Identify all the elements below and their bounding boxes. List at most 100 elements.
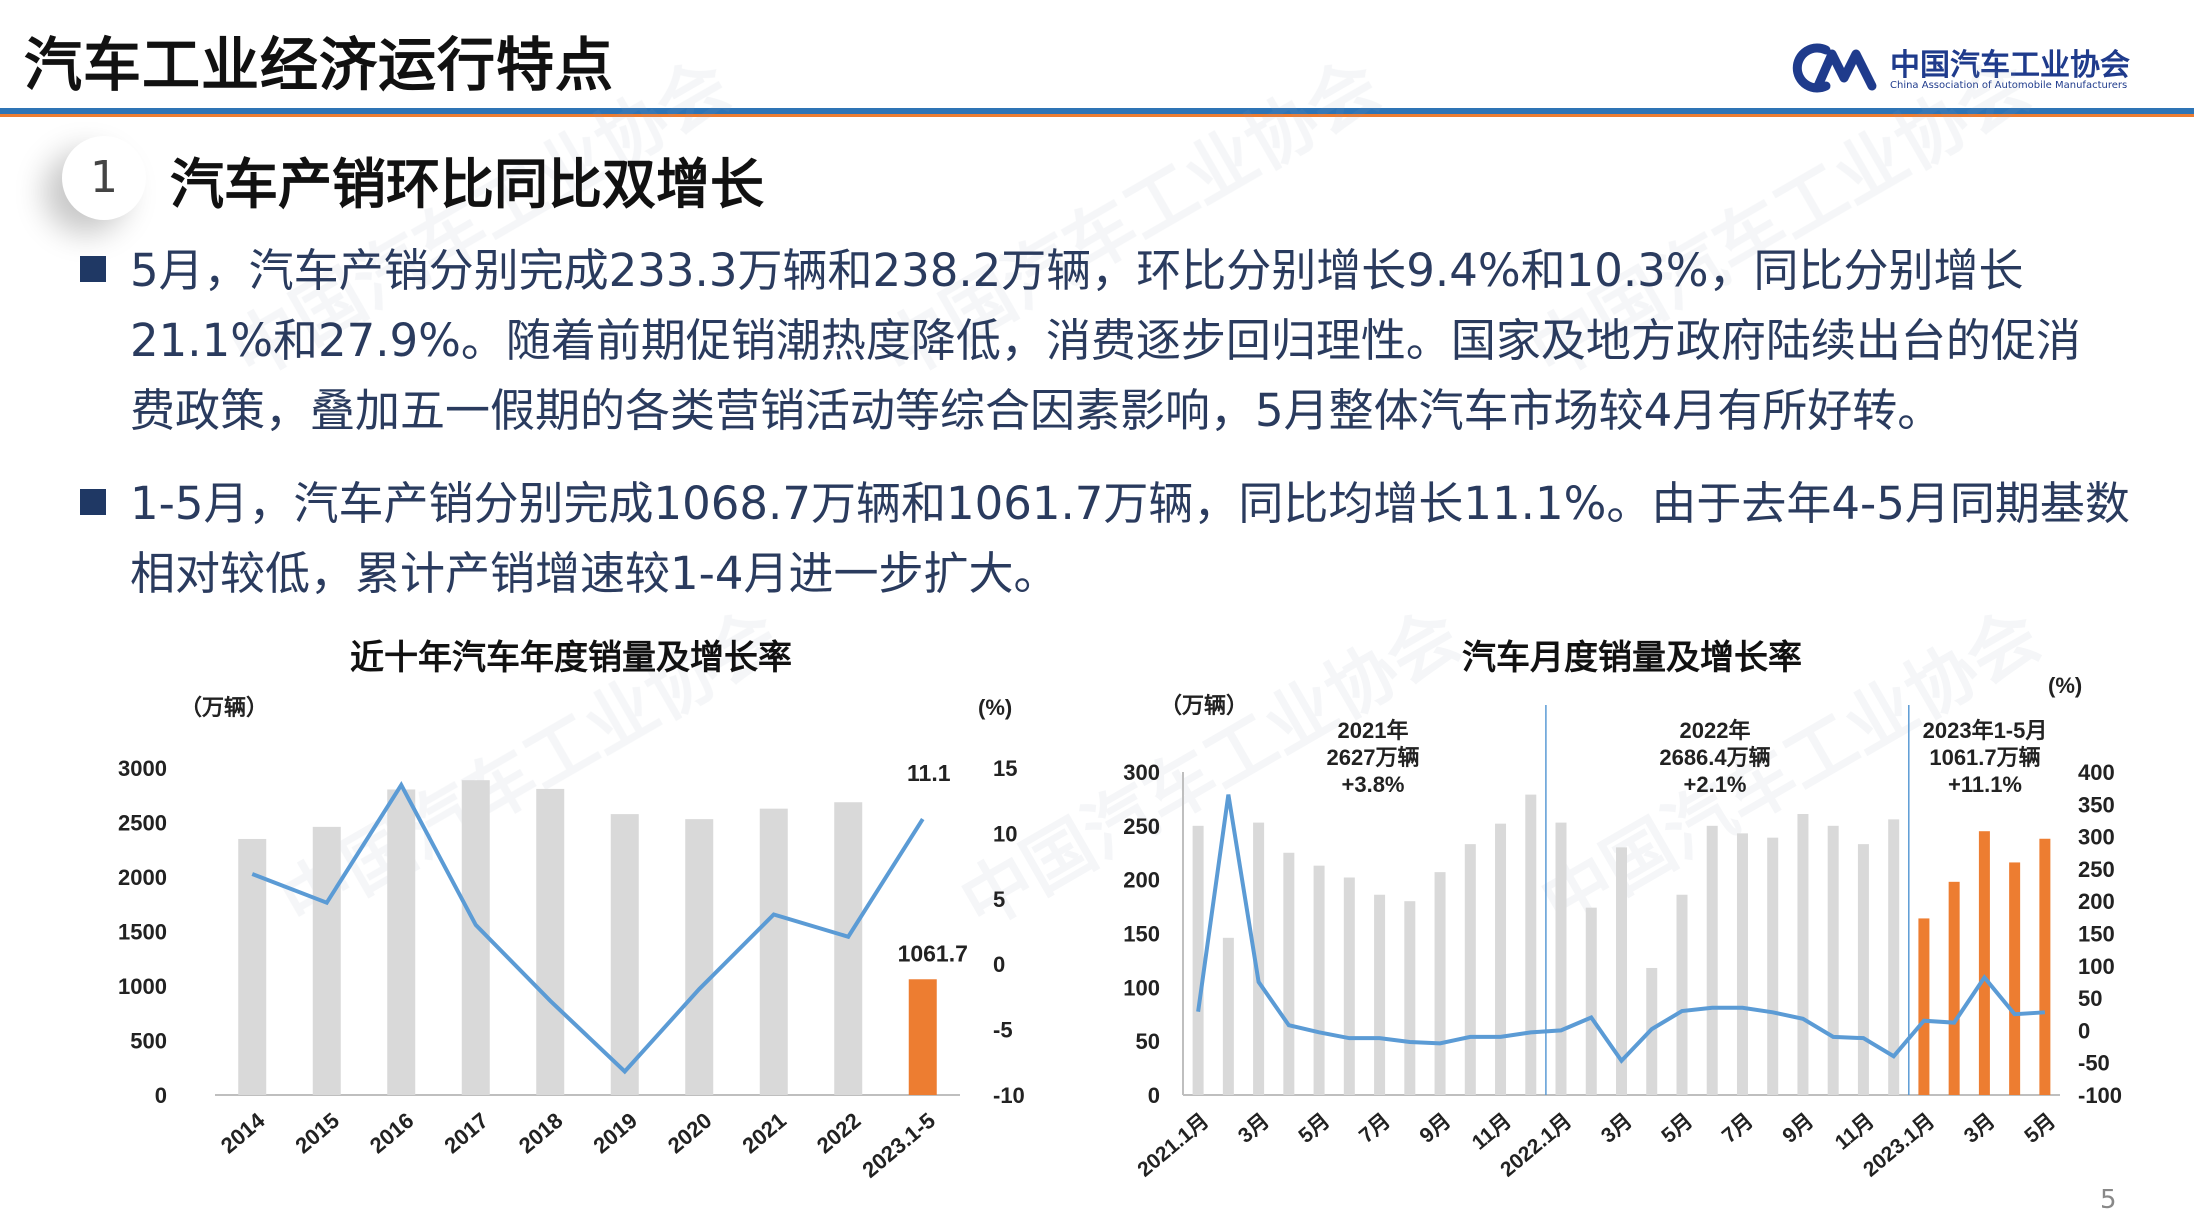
x-tick-label: 2014	[216, 1107, 270, 1158]
y-tick-label-left: 2500	[118, 811, 167, 836]
y-tick-label-left: 250	[1123, 814, 1160, 839]
bar	[1706, 825, 1718, 1095]
bar	[1616, 847, 1627, 1095]
section-number-badge: 1	[62, 136, 146, 220]
bar	[610, 814, 639, 1095]
y-tick-label-right: -5	[993, 1018, 1013, 1043]
y-tick-label-left: 2000	[118, 865, 167, 890]
x-tick-label: 2015	[290, 1108, 344, 1159]
x-tick-label: 5月	[1657, 1109, 1697, 1148]
y-tick-label-right: 5	[993, 887, 1005, 912]
paragraph-line: 相对较低，累计产销增速较1-4月进一步扩大。	[130, 547, 1059, 600]
y-axis-unit-left: （万辆）	[180, 695, 268, 720]
y-tick-label-left: 100	[1123, 975, 1160, 1000]
bar	[238, 838, 267, 1095]
bar	[1918, 918, 1930, 1095]
annotation-text: +11.1%	[1948, 772, 2022, 797]
annotation-text: 2686.4万辆	[1659, 745, 1770, 770]
x-tick-label: 7月	[1718, 1109, 1758, 1148]
x-tick-label: 5月	[2020, 1109, 2060, 1148]
caam-logo-icon	[1792, 43, 1877, 93]
annotation-text: 2021年	[1338, 718, 1409, 743]
x-tick-label: 2019	[588, 1108, 642, 1159]
y-tick-label-right: 300	[2078, 825, 2115, 850]
bar	[1948, 881, 1960, 1095]
x-tick-label: 2020	[663, 1108, 717, 1159]
bar	[1676, 894, 1688, 1095]
y-axis-unit-right: (%)	[978, 695, 1012, 720]
bar	[1283, 852, 1295, 1095]
x-tick-label: 9月	[1778, 1109, 1818, 1148]
y-tick-label-left: 1000	[118, 974, 167, 999]
bar	[1404, 901, 1416, 1095]
x-tick-label: 2018	[514, 1108, 568, 1159]
bar	[1222, 937, 1234, 1095]
bar	[2009, 862, 2021, 1095]
bar	[312, 826, 341, 1095]
bar	[685, 819, 714, 1095]
logo-chinese-name: 中国汽车工业协会	[1890, 48, 2130, 83]
x-tick-label: 9月	[1415, 1109, 1455, 1148]
x-tick-label: 7月	[1355, 1109, 1395, 1148]
annotation-text: +2.1%	[1684, 772, 1747, 797]
annual-sales-chart: （万辆） (%) 0 500 1000 1500 2000 2500 3000 -10 -5 0 5 10…	[118, 695, 1025, 1183]
y-tick-label-right: 50	[2078, 986, 2102, 1011]
x-tick-label: 11月	[1831, 1109, 1879, 1154]
bullet-paragraph-2: 1-5月，汽车产销分别完成1068.7万辆和1061.7万辆，同比均增长11.1…	[130, 469, 2130, 609]
bar	[1767, 837, 1779, 1095]
y-tick-label-left: 0	[155, 1083, 167, 1108]
bar	[1797, 813, 1809, 1095]
data-label: 11.1	[907, 760, 951, 786]
y-tick-label-right: 150	[2078, 922, 2115, 947]
x-tick-label: 3月	[1234, 1109, 1274, 1148]
y-tick-label-left: 500	[130, 1029, 167, 1054]
monthly-sales-chart: （万辆） (%) 0 50 100 150 200 250 300 -100 -50 0 50 100 15…	[1123, 673, 2122, 1182]
page-title: 汽车工业经济运行特点	[24, 31, 615, 99]
header-rule-orange	[0, 114, 2194, 117]
y-tick-label-right: 350	[2078, 792, 2115, 817]
y-tick-label-left: 150	[1123, 922, 1160, 947]
bar	[1343, 877, 1355, 1095]
paragraph-line: 5月，汽车产销分别完成233.3万辆和238.2万辆，环比分别增长9.4%和10…	[130, 244, 2024, 297]
bar	[2039, 838, 2051, 1095]
y-tick-label-left: 200	[1123, 868, 1160, 893]
x-tick-label: 5月	[1294, 1109, 1334, 1148]
bar	[1313, 865, 1325, 1095]
y-tick-label-right: -10	[993, 1083, 1025, 1108]
y-tick-label-right: 200	[2078, 889, 2115, 914]
paragraph-line: 费政策，叠加五一假期的各类营销活动等综合因素影响，5月整体汽车市场较4月有所好转…	[130, 384, 1943, 437]
annotation-text: 2022年	[1680, 718, 1751, 743]
bar	[1253, 822, 1265, 1095]
bar	[1374, 894, 1386, 1095]
bar	[1525, 794, 1537, 1095]
y-tick-label-right: 0	[2078, 1018, 2090, 1043]
x-tick-label: 2021.1月	[1133, 1109, 1213, 1181]
y-tick-label-left: 50	[1136, 1029, 1160, 1054]
bar	[1888, 819, 1900, 1095]
y-tick-label-left: 3000	[118, 756, 167, 781]
bar	[536, 788, 565, 1095]
bar	[759, 808, 788, 1095]
y-tick-label-right: -100	[2078, 1083, 2122, 1108]
bar	[461, 780, 490, 1095]
page-number: 5	[2100, 1185, 2117, 1215]
bar	[1434, 872, 1446, 1095]
y-tick-label-right: 400	[2078, 760, 2115, 785]
y-axis-unit-left: （万辆）	[1160, 693, 1248, 718]
x-tick-label: 2021	[737, 1108, 791, 1159]
y-tick-label-right: 0	[993, 952, 1005, 977]
y-tick-label-right: 100	[2078, 954, 2115, 979]
bullet-marker	[80, 256, 106, 282]
bar	[1555, 822, 1567, 1095]
x-tick-label: 3月	[1597, 1109, 1637, 1148]
y-axis-unit-right: (%)	[2048, 673, 2082, 698]
y-tick-label-left: 300	[1123, 760, 1160, 785]
annotation-text: 2627万辆	[1327, 745, 1420, 770]
bar	[1857, 844, 1869, 1095]
chart-title-monthly: 汽车月度销量及增长率	[1462, 638, 1802, 678]
x-tick-label: 2016	[365, 1108, 419, 1159]
bar	[1495, 823, 1507, 1095]
y-tick-label-right: -50	[2078, 1051, 2110, 1076]
bar	[1192, 825, 1204, 1095]
section-title: 汽车产销环比同比双增长	[170, 153, 764, 216]
